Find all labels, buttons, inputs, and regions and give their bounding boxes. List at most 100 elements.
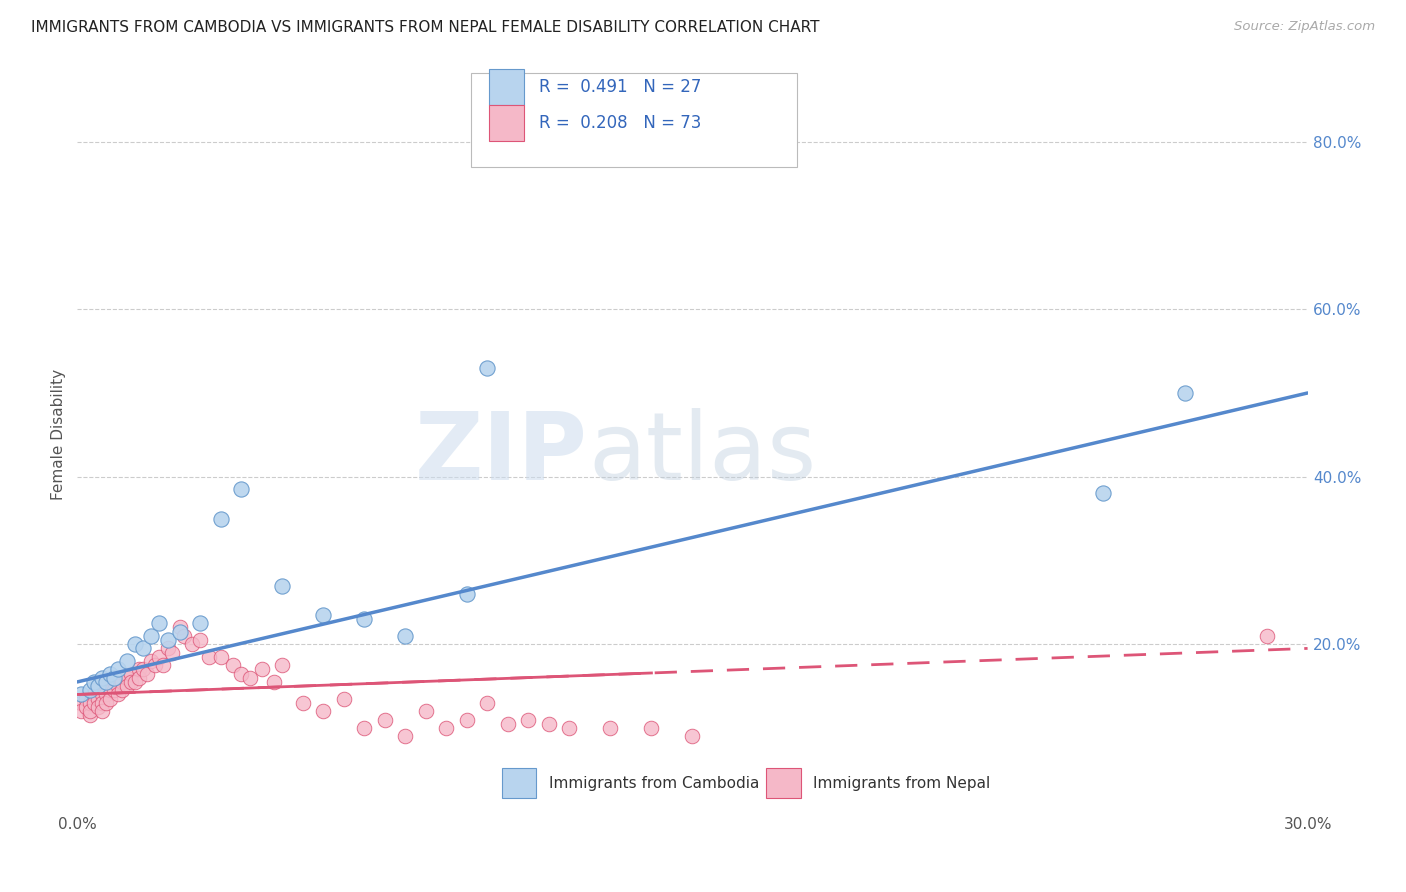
Point <box>124 674 146 689</box>
Point <box>496 716 519 731</box>
Point <box>128 662 150 676</box>
Point <box>312 704 335 718</box>
Point <box>558 721 581 735</box>
Point <box>70 696 93 710</box>
Point <box>115 671 138 685</box>
Point <box>83 688 105 702</box>
Point <box>353 612 375 626</box>
Point <box>188 633 212 648</box>
Point <box>143 658 166 673</box>
Point <box>394 730 416 744</box>
Text: R =  0.208   N = 73: R = 0.208 N = 73 <box>538 114 702 132</box>
Text: IMMIGRANTS FROM CAMBODIA VS IMMIGRANTS FROM NEPAL FEMALE DISABILITY CORRELATION : IMMIGRANTS FROM CAMBODIA VS IMMIGRANTS F… <box>31 20 820 35</box>
Point <box>1174 386 1197 401</box>
Point <box>537 716 560 731</box>
Y-axis label: Female Disability: Female Disability <box>51 369 66 500</box>
Text: Immigrants from Cambodia: Immigrants from Cambodia <box>548 775 759 790</box>
Point <box>599 721 621 735</box>
Point <box>197 649 219 664</box>
Point <box>148 649 170 664</box>
Text: Immigrants from Nepal: Immigrants from Nepal <box>813 775 990 790</box>
Point <box>374 713 396 727</box>
Point <box>107 679 129 693</box>
Bar <box>502 768 536 798</box>
Point <box>333 691 356 706</box>
Point <box>103 671 125 685</box>
Text: Source: ZipAtlas.com: Source: ZipAtlas.com <box>1234 20 1375 33</box>
Point <box>456 713 478 727</box>
Point <box>169 620 191 634</box>
Point <box>291 696 314 710</box>
Point <box>141 654 163 668</box>
Bar <box>489 70 524 105</box>
Point <box>209 511 232 525</box>
Point <box>141 629 163 643</box>
Point <box>79 708 101 723</box>
Point <box>1256 629 1278 643</box>
Point <box>148 616 170 631</box>
Point <box>75 700 97 714</box>
Point <box>436 721 458 735</box>
Point <box>188 616 212 631</box>
Point <box>87 700 110 714</box>
Bar <box>489 104 524 141</box>
Point <box>107 688 129 702</box>
Point <box>136 666 159 681</box>
Point <box>87 679 110 693</box>
Point <box>115 654 138 668</box>
Point <box>103 674 125 689</box>
Point <box>111 683 134 698</box>
Point <box>415 704 437 718</box>
Point <box>250 662 273 676</box>
Text: ZIP: ZIP <box>415 408 588 500</box>
Point <box>156 641 179 656</box>
Point <box>173 629 195 643</box>
Bar <box>766 768 801 798</box>
Point <box>132 662 155 676</box>
Point <box>94 679 117 693</box>
Point <box>87 691 110 706</box>
Text: atlas: atlas <box>588 408 815 500</box>
Point <box>94 696 117 710</box>
Point <box>1091 486 1114 500</box>
Point <box>120 666 142 681</box>
Point <box>75 691 97 706</box>
Point <box>98 683 121 698</box>
Point <box>132 641 155 656</box>
Point <box>517 713 540 727</box>
Point <box>231 666 253 681</box>
Point <box>83 696 105 710</box>
Point <box>128 671 150 685</box>
FancyBboxPatch shape <box>471 73 797 168</box>
Point <box>79 683 101 698</box>
Point <box>263 674 285 689</box>
Text: R =  0.491   N = 27: R = 0.491 N = 27 <box>538 78 702 96</box>
Point <box>79 704 101 718</box>
Point <box>90 671 114 685</box>
Point <box>271 578 294 592</box>
Point <box>682 730 704 744</box>
Point <box>70 704 93 718</box>
Point <box>156 633 179 648</box>
Point <box>231 483 253 497</box>
Point <box>181 637 204 651</box>
Point <box>111 674 134 689</box>
Point <box>239 671 262 685</box>
Point <box>353 721 375 735</box>
Point <box>169 624 191 639</box>
Point <box>87 683 110 698</box>
Point <box>120 674 142 689</box>
Point <box>394 629 416 643</box>
Point <box>70 688 93 702</box>
Point <box>103 683 125 698</box>
Point <box>90 688 114 702</box>
Point <box>160 646 183 660</box>
Point <box>477 360 499 375</box>
Point <box>94 688 117 702</box>
Point <box>94 674 117 689</box>
Point <box>98 691 121 706</box>
Point <box>124 637 146 651</box>
Point <box>222 658 245 673</box>
Point <box>640 721 662 735</box>
Point <box>83 674 105 689</box>
